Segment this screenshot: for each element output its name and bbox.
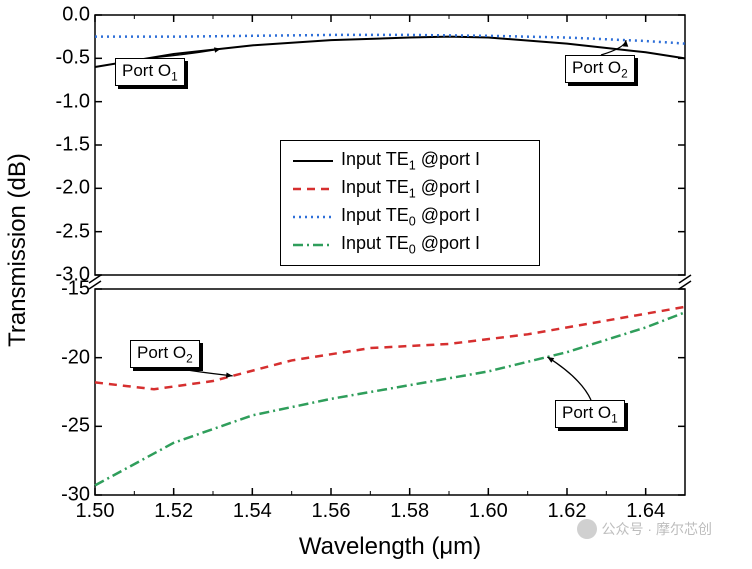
x-tick-label: 1.54	[233, 500, 272, 523]
legend-label: Input TE1 @port I	[341, 149, 480, 173]
y-tick-label: -20	[61, 346, 90, 369]
legend-label: Input TE0 @port I	[341, 205, 480, 229]
y-tick-label: -30	[61, 484, 90, 507]
y-tick-label: -1.5	[56, 134, 90, 157]
x-tick-label: 1.52	[154, 500, 193, 523]
x-tick-label: 1.64	[626, 500, 665, 523]
plot-svg	[0, 0, 752, 569]
x-tick-label: 1.58	[390, 500, 429, 523]
legend-row: Input TE0 @port I	[291, 203, 529, 231]
x-tick-label: 1.60	[469, 500, 508, 523]
legend-label: Input TE0 @port I	[341, 233, 480, 257]
legend-row: Input TE1 @port I	[291, 175, 529, 203]
legend-row: Input TE1 @port I	[291, 147, 529, 175]
x-tick-label: 1.62	[548, 500, 587, 523]
y-tick-label: -2.0	[56, 177, 90, 200]
legend-box: Input TE1 @port I Input TE1 @port I Input …	[280, 140, 540, 266]
y-tick-label: -25	[61, 415, 90, 438]
x-tick-label: 1.56	[312, 500, 351, 523]
anno_o2_top: Port O2	[565, 55, 635, 83]
y-tick-label: -1.0	[56, 90, 90, 113]
y-tick-label: -2.5	[56, 220, 90, 243]
y-tick-label: -15	[61, 278, 90, 301]
y-tick-label: -0.5	[56, 47, 90, 70]
anno_o1_top: Port O1	[115, 58, 185, 86]
anno_o1_bot: Port O1	[555, 400, 625, 428]
y-tick-label: 0.0	[62, 4, 90, 27]
anno_o2_bot: Port O2	[130, 340, 200, 368]
legend-row: Input TE0 @port I	[291, 231, 529, 259]
x-axis-label: Wavelength (μm)	[299, 533, 481, 561]
legend-label: Input TE1 @port I	[341, 177, 480, 201]
transmission-chart: Transmission (dB) Wavelength (μm) Input …	[0, 0, 752, 569]
